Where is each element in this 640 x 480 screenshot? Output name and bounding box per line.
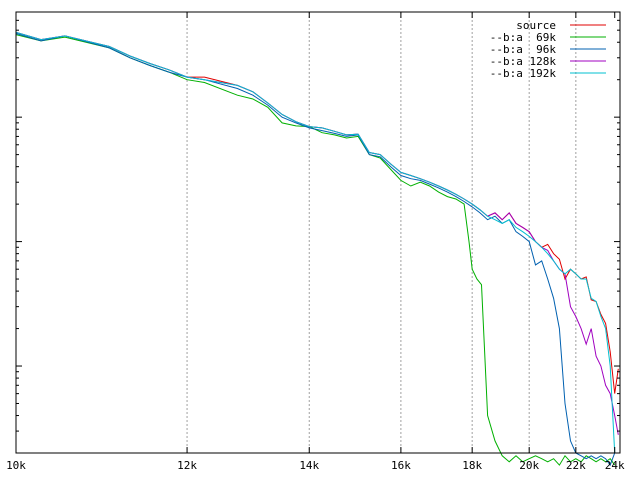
legend-label-2: --b:a 96k <box>490 43 557 56</box>
legend-label-4: --b:a 192k <box>490 67 557 80</box>
legend-label-0: source <box>516 19 556 32</box>
x-tick-label: 20k <box>519 459 539 472</box>
x-tick-label: 22k <box>566 459 586 472</box>
legend: source--b:a 69k--b:a 96k--b:a 128k--b:a … <box>490 19 606 80</box>
x-tick-label: 10k <box>6 459 26 472</box>
plot-frame <box>15 11 621 454</box>
x-tick-label: 16k <box>391 459 411 472</box>
x-tick-label: 18k <box>462 459 482 472</box>
x-tick-label: 12k <box>177 459 197 472</box>
axis-ticks: 10k 12k 14k 16k 18k 20k 22k 24k <box>6 11 625 472</box>
series-line-2 <box>15 33 616 467</box>
x-tick-label: 14k <box>299 459 319 472</box>
series-line-1 <box>15 34 616 466</box>
legend-label-3: --b:a 128k <box>490 55 557 68</box>
series-line-4 <box>15 31 616 454</box>
x-tick-label: 24k <box>605 459 625 472</box>
series-lines <box>15 31 619 467</box>
legend-label-1: --b:a 69k <box>490 31 557 44</box>
